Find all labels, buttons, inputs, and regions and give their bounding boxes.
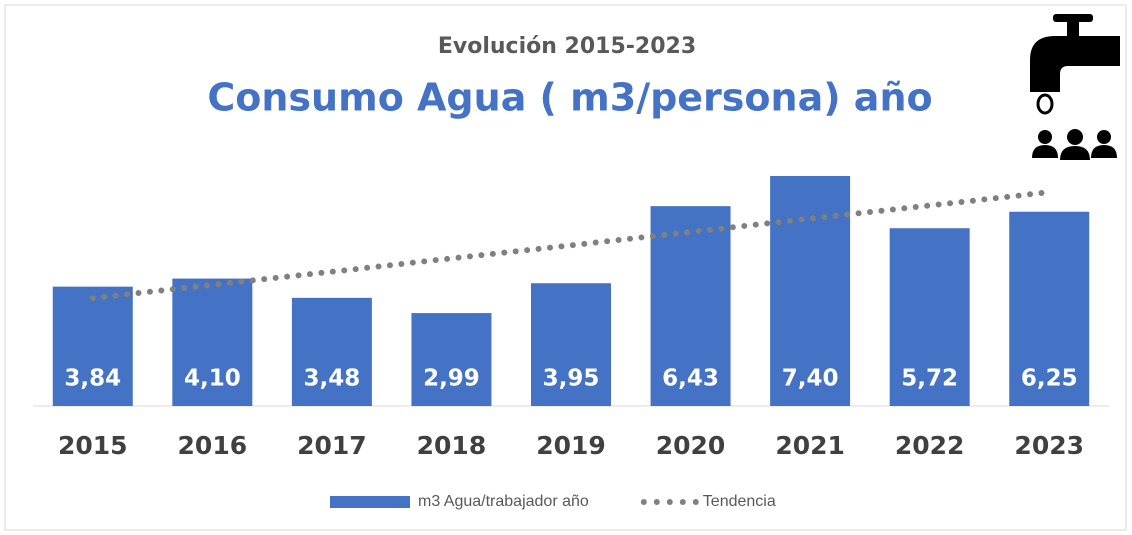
- bar: [889, 228, 970, 406]
- x-tick-label: 2021: [775, 431, 845, 460]
- data-label: 3,84: [64, 366, 121, 392]
- bar: [411, 313, 492, 406]
- data-label: 4,10: [184, 366, 241, 392]
- legend-swatch: [330, 496, 410, 508]
- x-tick-label: 2015: [58, 431, 128, 460]
- legend-swatch: [653, 499, 660, 505]
- legend-swatch: [666, 499, 673, 505]
- bar: [531, 283, 611, 406]
- legend-swatch: [640, 499, 647, 505]
- x-tick-label: 2020: [656, 431, 726, 460]
- data-label: 6,43: [662, 366, 719, 392]
- legend-label: m3 Agua/trabajador año: [418, 493, 589, 510]
- trend-line: [89, 189, 1053, 302]
- legend-label: Tendencia: [703, 493, 776, 510]
- faucet-icon: [1030, 14, 1120, 160]
- bar: [291, 297, 372, 406]
- bar: [172, 278, 253, 406]
- data-label: 3,95: [543, 366, 600, 392]
- bar: [52, 286, 133, 406]
- x-tick-label: 2016: [178, 431, 248, 460]
- legend-swatch: [679, 499, 686, 505]
- x-tick-label: 2018: [417, 431, 487, 460]
- bar: [650, 206, 731, 406]
- chart-subtitle: Consumo Agua ( m3/persona) año: [207, 76, 932, 120]
- data-label: 6,25: [1021, 366, 1078, 392]
- data-label: 3,48: [304, 366, 361, 392]
- chart-title: Evolución 2015-2023: [438, 34, 696, 59]
- data-label: 2,99: [423, 366, 480, 392]
- data-label: 5,72: [901, 366, 958, 392]
- legend-swatch: [692, 499, 699, 505]
- data-label: 7,40: [782, 366, 839, 392]
- bar: [1009, 211, 1090, 406]
- x-tick-label: 2023: [1014, 431, 1084, 460]
- x-tick-label: 2022: [895, 431, 965, 460]
- x-tick-label: 2017: [297, 431, 367, 460]
- x-tick-label: 2019: [536, 431, 606, 460]
